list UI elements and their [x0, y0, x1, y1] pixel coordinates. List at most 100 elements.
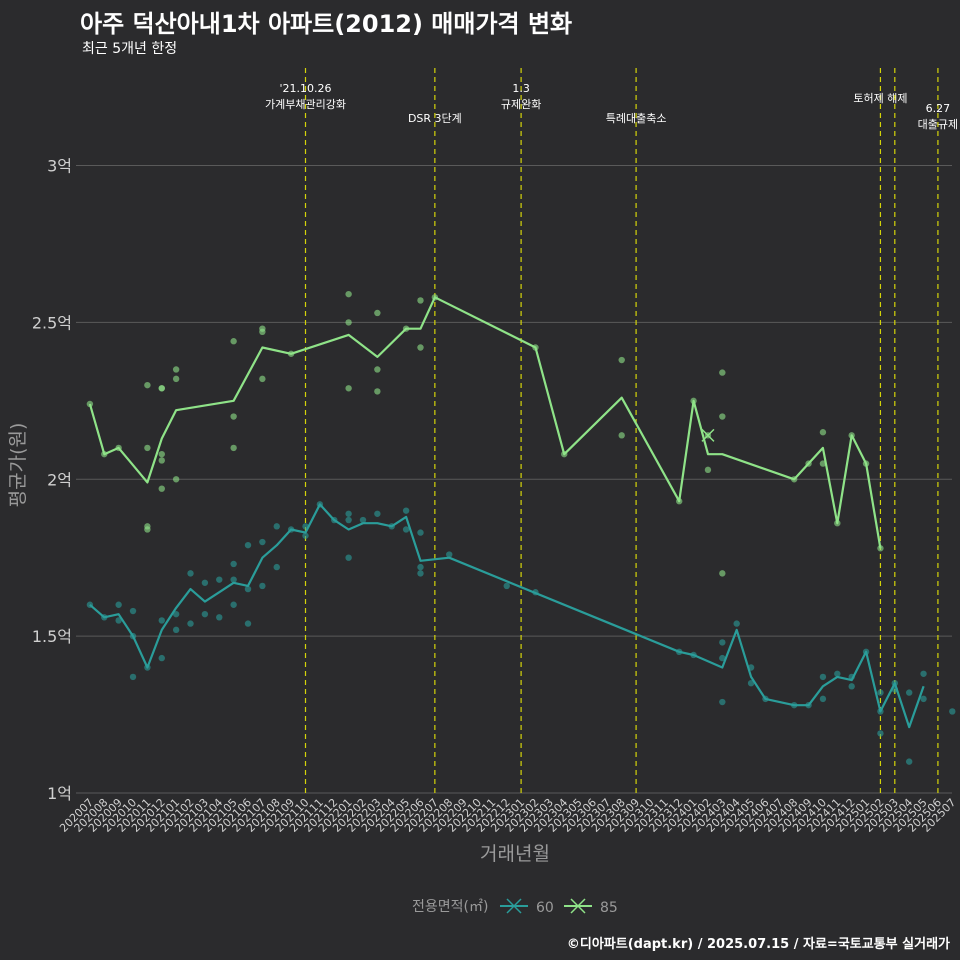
data-point-60 [877, 689, 884, 696]
data-point-60 [172, 626, 180, 634]
data-point-60 [920, 670, 927, 677]
data-point-60 [848, 683, 855, 690]
data-point-60 [230, 560, 237, 568]
data-point-60 [302, 532, 309, 539]
legend-key-60 [500, 898, 528, 914]
data-point-85 [719, 369, 726, 376]
data-point-60 [158, 654, 165, 662]
data-point-85 [374, 309, 381, 317]
legend-label-60: 60 [536, 900, 554, 916]
data-point-60 [187, 620, 194, 627]
legend-key-85 [564, 898, 592, 914]
data-point-60 [216, 614, 223, 621]
series-layer [86, 290, 956, 765]
data-point-85 [417, 297, 424, 304]
data-point-60 [230, 576, 237, 583]
data-point-60 [115, 617, 122, 624]
event-label: 6.27 대출규제 [918, 102, 958, 131]
data-point-85 [618, 356, 625, 364]
data-point-85 [230, 444, 237, 452]
data-point-60 [129, 673, 137, 681]
data-point-60 [402, 507, 410, 514]
data-point-60 [359, 516, 367, 524]
data-point-85 [259, 328, 266, 336]
data-point-60 [230, 601, 237, 608]
event-label: '21.10.26 가계부채관리강화 [265, 82, 346, 111]
data-point-85 [172, 366, 180, 373]
y-tick-label: 2억 [47, 470, 72, 489]
data-point-85 [144, 444, 151, 452]
chart-subtitle: 최근 5개년 한정 [82, 41, 178, 57]
data-point-85 [259, 375, 266, 383]
data-point-60 [417, 570, 424, 577]
data-point-60 [259, 538, 266, 546]
y-axis-label: 평균가(원) [7, 423, 29, 508]
data-point-85 [230, 338, 237, 345]
data-point-60 [172, 610, 180, 618]
data-point-85 [172, 476, 180, 483]
data-point-85 [374, 366, 381, 373]
data-point-85 [144, 381, 151, 389]
data-point-85 [819, 429, 827, 436]
data-point-60 [417, 529, 424, 536]
data-point-60 [158, 617, 165, 624]
data-point-60 [747, 679, 755, 687]
data-point-60 [345, 516, 352, 524]
data-point-85 [719, 570, 726, 577]
x-axis-label: 거래년월 [480, 843, 550, 865]
data-point-60 [417, 563, 424, 571]
event-label: 1.3 규제완화 [501, 82, 541, 111]
data-point-60 [733, 620, 740, 627]
data-point-85 [86, 400, 94, 408]
data-point-60 [216, 576, 223, 583]
y-tick-label: 1억 [47, 784, 72, 803]
data-point-85 [374, 388, 381, 395]
data-point-60 [244, 620, 252, 627]
data-point-60 [201, 579, 209, 586]
data-point-60 [402, 526, 410, 533]
data-point-85 [172, 375, 180, 383]
data-point-60 [345, 554, 352, 561]
legend-title: 전용면적(㎡) [412, 899, 488, 915]
data-point-60 [345, 510, 352, 517]
data-point-60 [259, 582, 266, 590]
event-label: DSR 3단계 [408, 112, 462, 125]
data-point-60 [834, 670, 841, 677]
data-point-85 [618, 432, 625, 439]
data-point-60 [920, 695, 927, 703]
legend: 전용면적(㎡) 60 85 [412, 898, 618, 916]
data-point-60 [273, 563, 280, 571]
data-point-60 [201, 610, 209, 618]
data-point-85 [144, 526, 151, 533]
data-point-85 [158, 457, 165, 464]
data-point-60 [905, 689, 913, 696]
data-point-60 [877, 730, 884, 737]
data-point-60 [503, 582, 510, 590]
data-point-85 [345, 290, 352, 298]
data-point-85 [704, 466, 712, 474]
data-point-60 [949, 708, 956, 715]
data-point-60 [905, 758, 913, 765]
chart-title: 아주 덕산아내1차 아파트(2012) 매매가격 변화 [80, 10, 573, 38]
axis-layer: 1억1.5억2억2.5억3억20200720200820200920201020… [32, 157, 959, 835]
y-tick-label: 1.5억 [32, 627, 72, 646]
data-point-60 [115, 601, 122, 608]
data-point-60 [719, 698, 726, 706]
data-point-60 [244, 585, 252, 593]
data-point-85 [345, 319, 352, 326]
legend-label-85: 85 [600, 900, 618, 916]
series-line-60 [89, 503, 925, 729]
data-point-60 [819, 673, 827, 681]
series-line-85 [88, 296, 882, 549]
data-point-85 [345, 385, 352, 392]
event-label: 토허제 해제 [853, 91, 907, 105]
data-point-85 [158, 385, 165, 392]
event-label: 특례대출축소 [606, 112, 667, 125]
data-point-85 [158, 450, 165, 458]
chart-caption: ©디아파트(dapt.kr) / 2025.07.15 / 자료=국토교통부 실… [566, 937, 950, 952]
data-point-60 [273, 523, 280, 530]
data-point-60 [719, 639, 726, 646]
data-point-60 [129, 607, 137, 615]
